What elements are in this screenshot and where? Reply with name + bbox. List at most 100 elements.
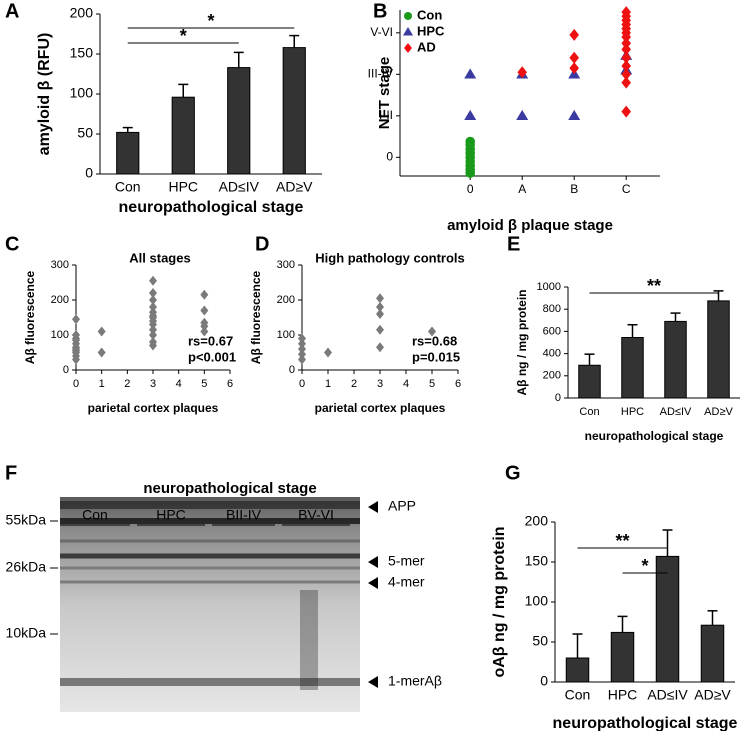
point: [149, 330, 157, 340]
y-axis-label: Aβ fluorescence: [249, 270, 263, 364]
point: [569, 62, 579, 75]
legend-label: Con: [417, 7, 442, 22]
band-label: 4-mer: [388, 574, 425, 590]
x-tick-label: HPC: [168, 179, 198, 195]
annotation: p<0.001: [188, 349, 236, 364]
point: [376, 302, 384, 312]
bar: [707, 300, 730, 399]
point: [428, 326, 436, 337]
y-tick-label: 300: [277, 259, 295, 271]
x-tick-label: 0: [73, 378, 79, 390]
point: [517, 66, 527, 79]
blot-band: [60, 553, 360, 559]
x-tick-label: 2: [124, 378, 130, 390]
point: [376, 309, 384, 319]
panel-title: High pathology controls: [315, 250, 465, 265]
x-tick-label: AD≥V: [694, 687, 731, 703]
significance-label: *: [207, 11, 214, 31]
point: [465, 136, 476, 147]
x-tick-label: 3: [377, 378, 383, 390]
x-tick-label: Con: [115, 179, 141, 195]
point: [569, 28, 579, 41]
band-label: 5-mer: [388, 553, 425, 569]
y-tick-label: 1000: [537, 281, 561, 293]
y-tick-label: 200: [525, 513, 549, 529]
point: [621, 51, 631, 64]
point: [376, 342, 384, 353]
y-tick-label: 0: [555, 392, 561, 404]
bar: [227, 67, 251, 175]
annotation: p=0.015: [412, 349, 460, 364]
legend-marker: [403, 27, 413, 36]
size-marker: 55kDa: [6, 512, 47, 528]
point: [464, 109, 477, 121]
y-tick-label: 50: [532, 633, 548, 649]
panel-letter: E: [507, 233, 520, 255]
x-tick-label: AD≥V: [704, 406, 733, 418]
x-axis-label: neuropathological stage: [119, 199, 304, 216]
panel-letter: F: [5, 462, 17, 484]
arrow: [368, 676, 378, 688]
y-tick-label: 0: [85, 165, 93, 181]
point: [621, 68, 631, 81]
point: [621, 76, 631, 89]
y-axis-label: oAβ ng / mg protein: [491, 526, 508, 677]
x-tick-label: 6: [455, 378, 461, 390]
point: [200, 305, 209, 316]
legend-label: AD: [417, 39, 436, 54]
x-tick-label: B: [570, 182, 578, 196]
panel-letter: B: [373, 0, 387, 22]
blot-title: neuropathological stage: [143, 480, 316, 497]
x-tick-label: A: [518, 182, 526, 196]
point: [376, 293, 384, 304]
x-tick-label: 4: [403, 378, 409, 390]
x-tick-label: AD≤IV: [660, 406, 692, 418]
y-tick-label: 200: [70, 5, 94, 21]
band-label: APP: [388, 498, 416, 514]
significance-label: **: [647, 276, 661, 296]
point: [149, 324, 157, 335]
y-tick-label: 200: [51, 294, 69, 306]
point: [621, 37, 631, 50]
group-label: BV-VI: [298, 507, 334, 523]
bar: [116, 131, 140, 175]
group-label: Con: [82, 507, 108, 523]
point: [298, 344, 306, 354]
blot-band: [60, 678, 360, 686]
y-tick-label: 50: [77, 125, 93, 141]
x-tick-label: 5: [429, 378, 435, 390]
size-marker: 10kDa: [6, 625, 47, 641]
annotation: rs=0.68: [412, 333, 457, 348]
point: [200, 289, 209, 300]
bar: [621, 337, 644, 399]
point: [200, 326, 209, 337]
blot-band: [60, 539, 360, 543]
x-tick-label: AD≤IV: [647, 687, 688, 703]
y-axis-label: amyloid β (RFU): [36, 33, 53, 156]
bar: [282, 47, 306, 175]
y-tick-label: I-II: [379, 108, 393, 122]
significance-label: **: [615, 531, 629, 551]
panel-letter: D: [255, 233, 269, 255]
bar: [171, 96, 195, 175]
point: [298, 333, 306, 344]
panel-title: All stages: [129, 250, 190, 265]
x-tick-label: 0: [467, 182, 474, 196]
y-tick-label: 200: [543, 370, 561, 382]
y-axis-label: Aβ ng / mg protein: [515, 290, 529, 396]
arrow: [368, 501, 378, 513]
x-tick-label: Con: [565, 687, 591, 703]
point: [149, 302, 157, 312]
point: [298, 354, 306, 365]
significance-label: *: [180, 26, 187, 46]
x-tick-label: AD≥V: [276, 179, 313, 195]
blot-band: [300, 590, 318, 690]
bar: [565, 657, 590, 683]
size-marker: 26kDa: [6, 559, 47, 575]
legend-marker: [404, 43, 412, 53]
y-axis-label: Aβ fluorescence: [23, 270, 37, 364]
annotation: rs=0.67: [188, 333, 233, 348]
y-tick-label: 150: [525, 553, 549, 569]
bar: [664, 320, 687, 399]
